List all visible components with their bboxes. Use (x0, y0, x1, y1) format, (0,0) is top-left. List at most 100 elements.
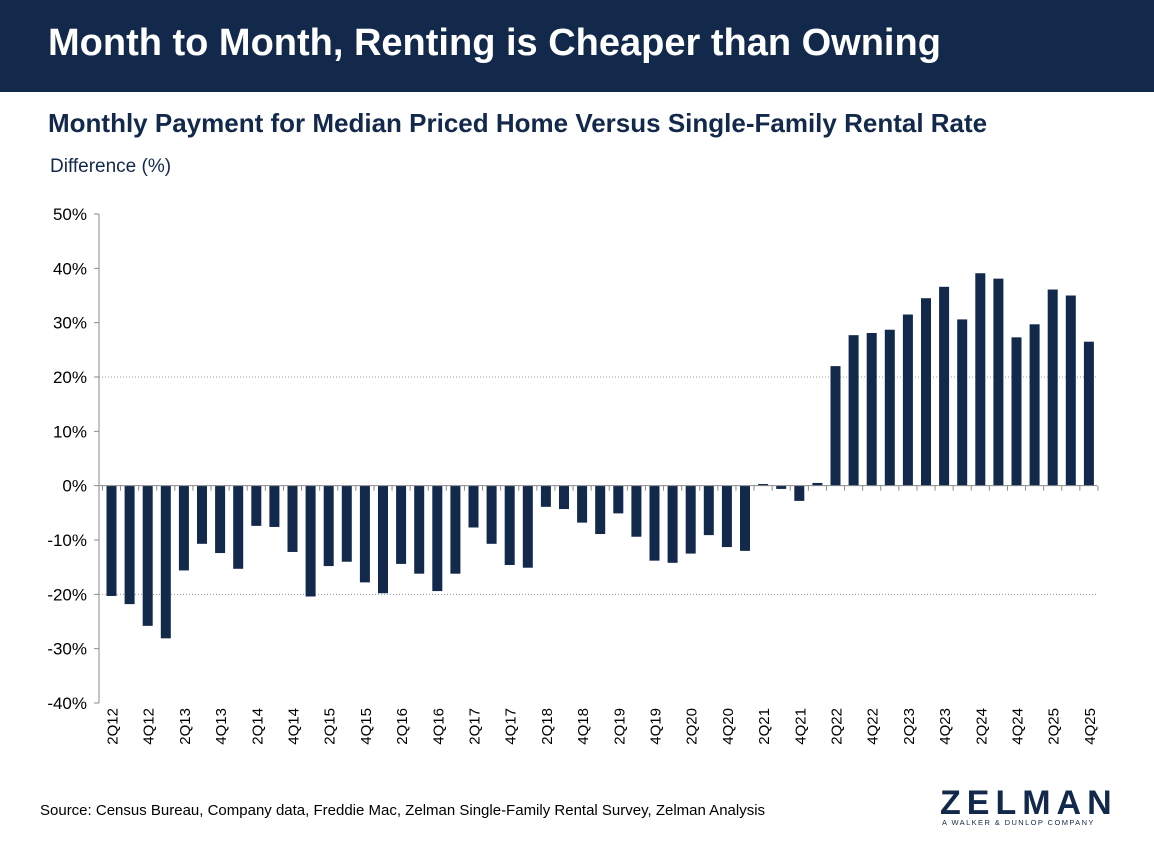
y-tick-label: 50% (53, 205, 87, 224)
x-tick-label: 4Q24 (1010, 708, 1027, 745)
x-tick-label: 4Q12 (141, 708, 158, 745)
bar (396, 485, 407, 564)
bar (450, 485, 461, 574)
x-tick-label: 2Q15 (322, 708, 339, 745)
bar (486, 485, 497, 544)
x-tick-label: 2Q24 (973, 708, 990, 745)
bar (178, 485, 189, 571)
bar (649, 485, 660, 561)
bar (251, 485, 262, 526)
bar (830, 366, 841, 486)
bar (884, 329, 895, 486)
bar (957, 319, 968, 486)
bar (993, 278, 1004, 486)
bar (685, 485, 696, 554)
bar (848, 335, 859, 486)
bar (758, 484, 769, 486)
bar (1065, 295, 1076, 486)
bar (233, 485, 244, 569)
bar (504, 485, 515, 565)
x-tick-label: 4Q23 (937, 708, 954, 745)
x-tick-label: 4Q25 (1082, 708, 1099, 745)
bar (631, 485, 642, 537)
x-tick-label: 2Q19 (611, 708, 628, 745)
bar (921, 298, 931, 486)
logo-tagline: A WALKER & DUNLOP COMPANY (942, 818, 1095, 827)
x-tick-label: 4Q18 (575, 708, 592, 745)
x-tick-label: 2Q18 (539, 708, 556, 745)
x-tick-label: 4Q15 (358, 708, 375, 745)
bar (106, 485, 117, 596)
bar (142, 485, 153, 626)
source-note: Source: Census Bureau, Company data, Fre… (40, 802, 766, 819)
bar (305, 485, 316, 597)
x-tick-label: 4Q17 (503, 708, 520, 745)
y-tick-label: 0% (62, 477, 87, 496)
bar (359, 485, 370, 583)
y-tick-label: 30% (53, 314, 87, 333)
bar (939, 286, 950, 486)
bar (667, 485, 678, 563)
x-tick-label: 2Q22 (829, 708, 846, 745)
bar (1047, 289, 1058, 486)
x-tick-label: 4Q22 (865, 708, 882, 745)
bar (1029, 324, 1040, 486)
bar (740, 485, 750, 551)
bar (540, 485, 551, 507)
bar (559, 485, 569, 510)
title-banner: Month to Month, Renting is Cheaper than … (0, 0, 1154, 92)
x-tick-label: 4Q13 (213, 708, 230, 745)
y-tick-label: -20% (47, 585, 87, 604)
x-tick-label: 2Q23 (901, 708, 918, 745)
bar (269, 485, 280, 527)
y-tick-label: 10% (53, 422, 87, 441)
x-tick-label: 2Q21 (756, 708, 773, 745)
bar (721, 485, 732, 548)
bar (975, 273, 986, 486)
x-tick-label: 4Q16 (430, 708, 447, 745)
y-tick-label: -10% (47, 531, 87, 550)
bar-chart: 50% 40% 30% 20% 10% 0% -10% -20% -30% -40% 2Q12 4Q1… (47, 205, 1099, 745)
x-tick-label: 4Q19 (648, 708, 665, 745)
x-tick-label: 2Q12 (105, 708, 122, 745)
bar (577, 485, 588, 523)
bar (432, 485, 443, 592)
bar (595, 485, 606, 535)
bar (341, 485, 352, 562)
bar (414, 485, 425, 574)
x-tick-label: 2Q14 (249, 708, 266, 745)
x-tick-label: 2Q17 (467, 708, 484, 745)
bar (1083, 341, 1094, 486)
bar (215, 485, 226, 554)
bar (812, 482, 823, 486)
bar (902, 314, 913, 486)
y-tick-label: 20% (53, 368, 87, 387)
x-tick-label: 2Q20 (684, 708, 701, 745)
chart-title: Monthly Payment for Median Priced Home V… (48, 108, 988, 138)
bar (468, 485, 479, 528)
bar (1011, 337, 1022, 486)
x-tick-label: 2Q25 (1046, 708, 1063, 745)
x-tick-label: 4Q14 (286, 708, 303, 745)
x-tick-label: 2Q16 (394, 708, 411, 745)
bar (378, 485, 388, 594)
bar (776, 485, 787, 489)
y-tick-label: -30% (47, 640, 87, 659)
bar (866, 332, 877, 486)
bar (794, 485, 805, 501)
bar (323, 485, 334, 567)
bar (703, 485, 714, 536)
page-title: Month to Month, Renting is Cheaper than … (48, 22, 941, 64)
zelman-logo: ZELMAN A WALKER & DUNLOP COMPANY (940, 784, 1120, 830)
x-tick-label: 4Q21 (792, 708, 809, 745)
logo-wordmark: ZELMAN (940, 784, 1118, 822)
bar (124, 485, 135, 605)
y-tick-label: -40% (47, 694, 87, 713)
y-axis-label: Difference (%) (50, 156, 172, 177)
bar (197, 485, 207, 544)
bar (522, 485, 533, 568)
bar (287, 485, 298, 552)
y-tick-label: 40% (53, 259, 87, 278)
bar (160, 485, 171, 639)
bar (613, 485, 624, 514)
